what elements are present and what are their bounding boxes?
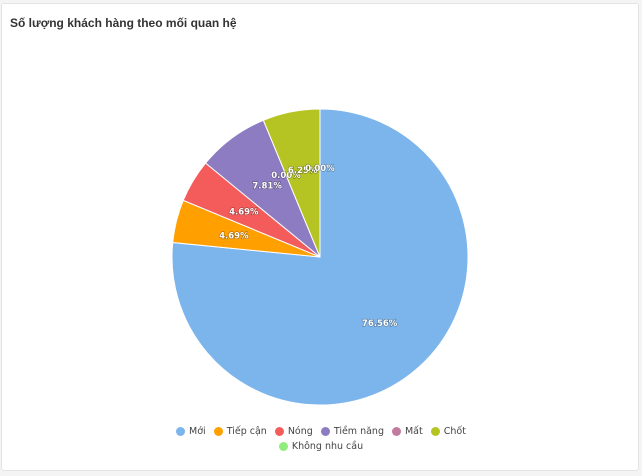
legend-item[interactable]: Mới <box>176 426 206 437</box>
legend-label: Mới <box>189 426 206 437</box>
legend-color-marker <box>278 442 288 451</box>
legend-label: Tiềm năng <box>333 426 384 437</box>
legend-item[interactable]: Tiếp cận <box>213 426 267 437</box>
slice-data-label: 4.69% <box>219 231 249 241</box>
slice-data-label: 6.25% <box>288 166 318 176</box>
slice-data-label: 0.00% <box>271 171 301 181</box>
slice-data-label: 76.56% <box>362 319 398 329</box>
slice-data-label: 0.00% <box>305 164 335 174</box>
chart-title: Số lượng khách hàng theo mối quan hệ <box>10 16 237 30</box>
legend-label: Mất <box>404 426 423 437</box>
slice-data-label: 4.69% <box>229 207 259 217</box>
legend-item[interactable]: Nóng <box>274 426 313 437</box>
legend-color-marker <box>320 427 330 436</box>
legend-color-marker <box>213 427 223 436</box>
legend-color-marker <box>430 427 440 436</box>
legend-item[interactable]: Không nhu cầu <box>278 441 364 452</box>
pie-slice-5[interactable] <box>262 108 321 258</box>
chart-card: Số lượng khách hàng theo mối quan hệ 76.… <box>1 3 639 471</box>
legend-row: Mới Tiếp cận Nóng Tiềm năng Mất Chốt <box>2 426 640 437</box>
legend-label: Chốt <box>443 426 466 437</box>
legend-label: Tiếp cận <box>226 426 267 437</box>
legend-item[interactable]: Mất <box>391 426 423 437</box>
legend-row: Không nhu cầu <box>2 441 640 452</box>
legend-item[interactable]: Tiềm năng <box>320 426 384 437</box>
legend-label: Không nhu cầu <box>291 441 364 452</box>
legend-color-marker <box>274 427 284 436</box>
legend-color-marker <box>391 427 401 436</box>
legend-label: Nóng <box>287 426 313 437</box>
slice-data-label: 7.81% <box>252 182 282 192</box>
chart-legend: Mới Tiếp cận Nóng Tiềm năng Mất Chốt Không nh… <box>2 426 640 452</box>
legend-item[interactable]: Chốt <box>430 426 466 437</box>
legend-color-marker <box>176 427 186 436</box>
pie-chart: 76.56%4.69%4.69%7.81%0.00%6.25%0.00% <box>171 108 469 406</box>
